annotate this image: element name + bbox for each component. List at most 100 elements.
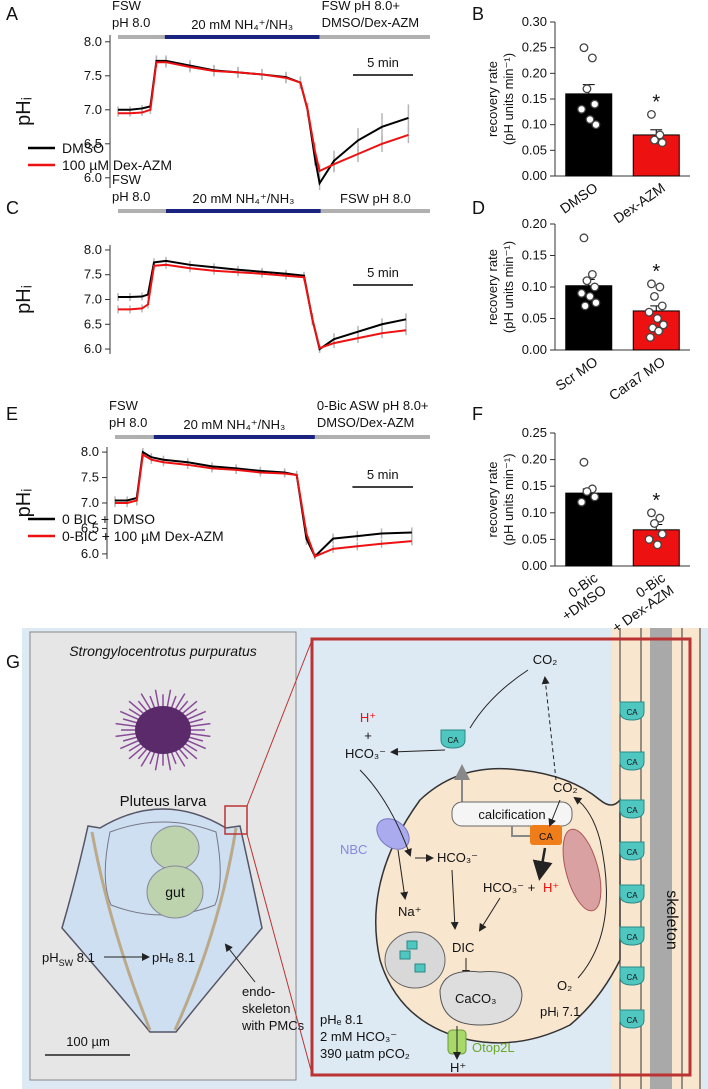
protocol-bar	[115, 435, 154, 439]
co2-in: CO₂	[553, 780, 578, 795]
data-point	[644, 534, 654, 544]
hco3-in: HCO₃⁻	[437, 850, 478, 865]
gut	[150, 825, 200, 871]
arrow	[532, 847, 553, 881]
ca-label: CA	[626, 758, 638, 767]
y-axis-title: pHᵢ	[13, 285, 35, 314]
arrow	[450, 869, 459, 930]
y-tick-label: 0.05	[522, 311, 547, 326]
y-axis-title: recovery rate	[485, 249, 500, 325]
h-plus-in: H⁺	[543, 880, 559, 895]
data-point	[585, 292, 595, 301]
panel-label: G	[6, 652, 20, 672]
protocol-label: FSW pH 8.0	[112, 0, 150, 30]
data-point	[650, 135, 659, 145]
zoom-frame	[310, 637, 692, 1077]
legend-label: DMSO	[62, 140, 104, 156]
ca-enzyme	[619, 751, 645, 771]
ph-sw-rest: 8.1	[73, 950, 95, 965]
ca-enzyme	[406, 940, 418, 950]
data-point	[654, 326, 664, 336]
ca-enzymes: CA CA CA CA CA CA CA CA CA	[440, 701, 645, 1029]
y-tick-label: 0.30	[522, 14, 547, 29]
gut	[146, 865, 204, 919]
ph-sw-base: pH	[42, 950, 59, 965]
data-point	[647, 279, 656, 289]
panel-label: C	[6, 198, 19, 218]
trace	[115, 452, 412, 558]
ca-label: CA	[626, 1016, 638, 1025]
y-tick-label: 0.20	[522, 216, 547, 231]
y-tick-label: 0.05	[522, 142, 547, 157]
y-tick-label: 6.5	[84, 136, 102, 151]
panel-labels: A B C D E F	[6, 4, 485, 424]
co2-out: CO₂	[533, 652, 558, 667]
protocol-bar	[118, 209, 166, 213]
panel-label: F	[472, 404, 483, 424]
protocol-label: 20 mM NH₄⁺/NH₃	[191, 17, 293, 32]
y-tick-label: 6.0	[84, 170, 102, 185]
y-tick-label: 0.05	[522, 531, 547, 546]
scale-label: 100 µm	[66, 1034, 110, 1049]
data-point	[590, 282, 600, 292]
y-tick-label: 0.15	[522, 91, 547, 106]
nbc: NBC	[340, 842, 367, 857]
y-tick-label: 8.0	[84, 34, 102, 49]
caco3-vesicle	[439, 970, 523, 1026]
protocol-label: FSW pH 8.0	[109, 398, 147, 430]
caco3: CaCO₃	[455, 991, 496, 1006]
scale-bar-label: 5 min	[367, 55, 399, 70]
y-tick-label: 6.5	[81, 520, 99, 535]
x-tick-label: DMSO	[557, 179, 601, 216]
data-point	[655, 282, 665, 292]
inhibition	[511, 826, 532, 837]
larva-body	[61, 808, 263, 1033]
data-point	[647, 508, 656, 518]
protocol-bar	[319, 35, 430, 39]
trace	[118, 263, 407, 350]
significance: *	[652, 261, 660, 283]
ca-enzyme	[619, 966, 645, 986]
y-tick-label: 6.0	[81, 546, 99, 561]
na: Na⁺	[398, 904, 421, 919]
data-point	[657, 138, 667, 148]
panel-label: E	[6, 404, 18, 424]
ca-enzyme	[619, 701, 645, 721]
panel-label: A	[6, 4, 18, 24]
x-tick-label: Dex-AZM	[610, 179, 668, 226]
skeleton-band	[650, 628, 672, 1089]
y-axis-title: recovery rate	[485, 462, 500, 538]
plus: +	[364, 728, 372, 743]
ph-sw-sub: SW	[59, 958, 74, 968]
y-tick-label: 0.25	[522, 425, 547, 440]
data-point	[590, 492, 600, 502]
data-point	[590, 99, 600, 109]
data-point	[579, 233, 589, 243]
data-point	[655, 130, 665, 140]
skeleton-rod	[173, 827, 238, 1031]
protocol-bar	[314, 435, 430, 439]
y-axis-title: (pH units min⁻¹)	[501, 453, 516, 545]
data-point	[647, 109, 656, 119]
protocol-label: 20 mM NH₄⁺/NH₃	[183, 417, 285, 432]
data-point	[579, 43, 589, 53]
data-point	[577, 104, 586, 114]
y-tick-label: 0.10	[522, 117, 547, 132]
scale-bar-label: 5 min	[367, 265, 399, 280]
data-point	[653, 314, 662, 323]
protocol-bar	[320, 209, 430, 213]
y-tick-label: 0.10	[522, 505, 547, 520]
data-point	[579, 457, 589, 467]
ca-enzyme	[440, 729, 466, 749]
otop: Otop2L	[472, 1040, 515, 1055]
y-axis-title: pHᵢ	[13, 489, 35, 518]
y-tick-label: 0.15	[522, 248, 547, 263]
arrow	[573, 796, 607, 979]
larva-label: Pluteus larva	[120, 793, 207, 810]
hco3-out: HCO₃⁻	[345, 746, 386, 761]
ca-label: CA	[626, 848, 638, 857]
ph-e: pHₑ 8.1	[152, 950, 195, 965]
y-tick-label: 0.00	[522, 168, 547, 183]
x-tick-label: 0-Bic+ Dex-AZM	[600, 569, 676, 635]
